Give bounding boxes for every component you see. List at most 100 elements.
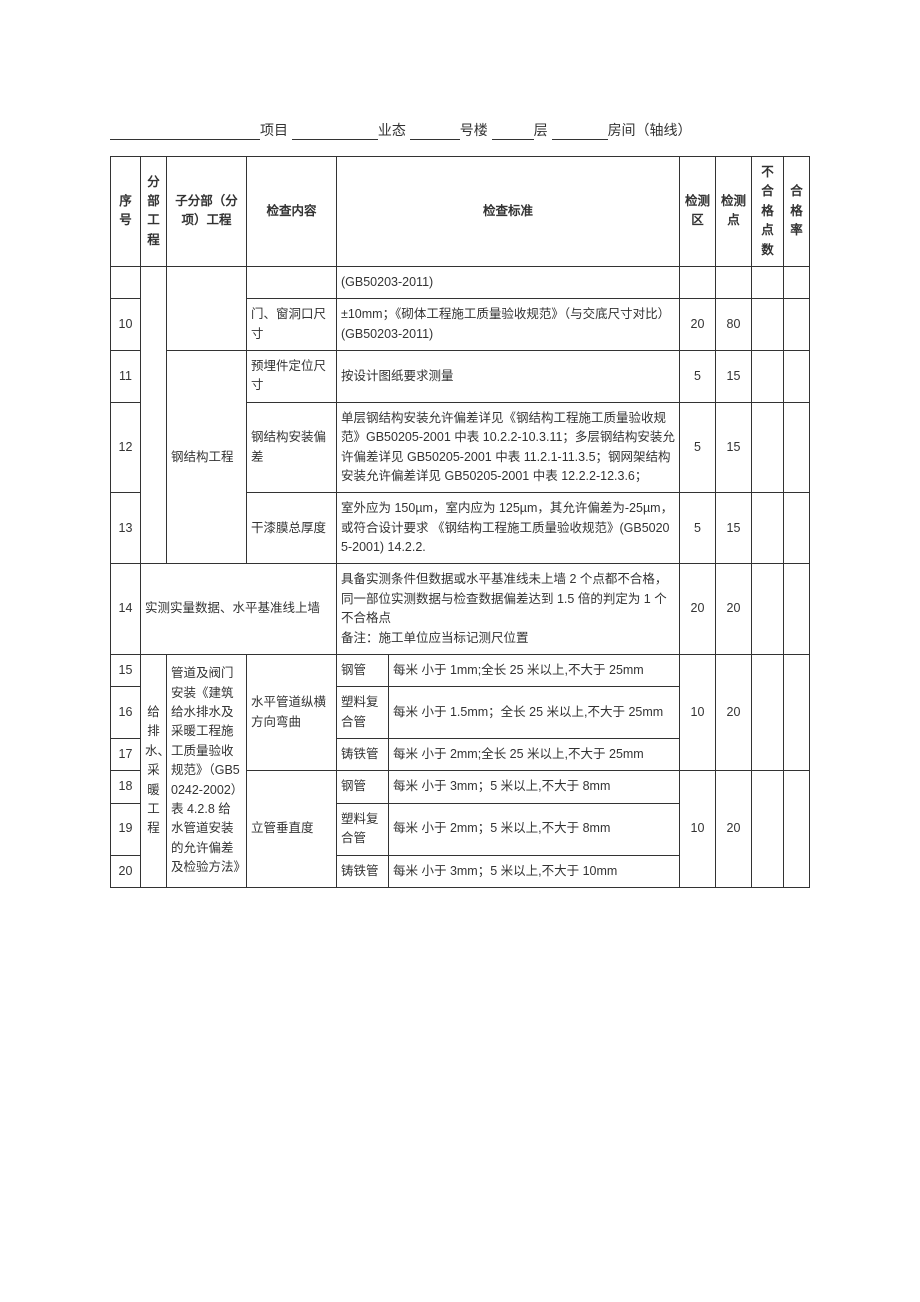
- cell-pass: [784, 299, 810, 351]
- cell-fail: [752, 654, 784, 771]
- cell-stdB: 每米 小于 1.5mm；全长 25 米以上,不大于 25mm: [389, 687, 680, 739]
- cell-pt: 20: [716, 564, 752, 655]
- cell-stdA: 铸铁管: [337, 855, 389, 887]
- cell-stdB: 每米 小于 3mm；5 米以上,不大于 10mm: [389, 855, 680, 887]
- cell-seq: 17: [111, 739, 141, 771]
- table-row: 14 实测实量数据、水平基准线上墙 具备实测条件但数据或水平基准线未上墙 2 个…: [111, 564, 810, 655]
- cell-chk: 钢结构安装偏差: [247, 402, 337, 493]
- cell-pass: [784, 402, 810, 493]
- th-zone: 检测区: [680, 157, 716, 267]
- table-row: 11 钢结构工程 预埋件定位尺寸 按设计图纸要求测量 5 15: [111, 351, 810, 403]
- cell-stdB: 每米 小于 1mm;全长 25 米以上,不大于 25mm: [389, 654, 680, 686]
- cell-seq: 20: [111, 855, 141, 887]
- cell-seq: 13: [111, 493, 141, 564]
- cell-seq: 12: [111, 402, 141, 493]
- th-div: 分部工程: [141, 157, 167, 267]
- th-seq: 序号: [111, 157, 141, 267]
- cell-pass: [784, 351, 810, 403]
- cell-chk: 水平管道纵横方向弯曲: [247, 654, 337, 771]
- cell-fail: [752, 493, 784, 564]
- cell-std: (GB50203-2011): [337, 266, 680, 298]
- blank-project: [110, 123, 260, 140]
- cell-pass: [784, 493, 810, 564]
- label-room: 房间（轴线）: [608, 122, 692, 138]
- cell-pass: [784, 266, 810, 298]
- cell-pt: 20: [716, 654, 752, 771]
- table-header-row: 序号 分部工程 子分部（分项）工程 检查内容 检查标准 检测区 检测点 不合格点…: [111, 157, 810, 267]
- cell-zone: 10: [680, 771, 716, 888]
- cell-zone: 20: [680, 299, 716, 351]
- cell-chk: 干漆膜总厚度: [247, 493, 337, 564]
- th-chk: 检查内容: [247, 157, 337, 267]
- table-row: (GB50203-2011): [111, 266, 810, 298]
- cell-zone: 20: [680, 564, 716, 655]
- cell-std: ±10mm；《砌体工程施工质量验收规范》（与交底尺寸对比）(GB50203-20…: [337, 299, 680, 351]
- cell-zone: [680, 266, 716, 298]
- cell-stdA: 塑料复合管: [337, 803, 389, 855]
- cell-zone: 5: [680, 351, 716, 403]
- cell-pt: 15: [716, 351, 752, 403]
- cell-std: 单层钢结构安装允许偏差详见《钢结构工程施工质量验收规范》GB50205-2001…: [337, 402, 680, 493]
- cell-chk: [247, 266, 337, 298]
- label-project: 项目: [260, 122, 288, 138]
- cell-fail: [752, 299, 784, 351]
- cell-std: 具备实测条件但数据或水平基准线未上墙 2 个点都不合格，同一部位实测数据与检查数…: [337, 564, 680, 655]
- cell-stdB: 每米 小于 2mm;全长 25 米以上,不大于 25mm: [389, 739, 680, 771]
- cell-seq: 18: [111, 771, 141, 803]
- th-std: 检查标准: [337, 157, 680, 267]
- cell-seq: [111, 266, 141, 298]
- cell-sub: [167, 266, 247, 350]
- cell-pt: 15: [716, 402, 752, 493]
- cell-seq: 19: [111, 803, 141, 855]
- cell-std: 按设计图纸要求测量: [337, 351, 680, 403]
- cell-pt: 15: [716, 493, 752, 564]
- cell-zone: 10: [680, 654, 716, 771]
- cell-chk-merged: 实测实量数据、水平基准线上墙: [141, 564, 337, 655]
- blank-building: [410, 123, 460, 140]
- cell-chk: 立管垂直度: [247, 771, 337, 888]
- cell-seq: 11: [111, 351, 141, 403]
- cell-std: 室外应为 150µm，室内应为 125µm，其允许偏差为-25µm，或符合设计要…: [337, 493, 680, 564]
- form-header: 项目 业态 号楼 层 房间（轴线）: [110, 120, 810, 140]
- cell-fail: [752, 402, 784, 493]
- cell-pass: [784, 654, 810, 771]
- th-fail: 不合格点数: [752, 157, 784, 267]
- cell-sub: 钢结构工程: [167, 351, 247, 564]
- th-pass: 合格率: [784, 157, 810, 267]
- cell-stdA: 钢管: [337, 771, 389, 803]
- cell-zone: 5: [680, 402, 716, 493]
- cell-stdA: 塑料复合管: [337, 687, 389, 739]
- cell-pt: 20: [716, 771, 752, 888]
- cell-stdA: 铸铁管: [337, 739, 389, 771]
- cell-div: 给排水、采暖工程: [141, 654, 167, 887]
- cell-zone: 5: [680, 493, 716, 564]
- label-building: 号楼: [460, 122, 488, 138]
- label-floor: 层: [534, 122, 548, 138]
- cell-stdA: 钢管: [337, 654, 389, 686]
- cell-pass: [784, 771, 810, 888]
- blank-yetai: [292, 123, 378, 140]
- th-pt: 检测点: [716, 157, 752, 267]
- cell-seq: 15: [111, 654, 141, 686]
- cell-seq: 10: [111, 299, 141, 351]
- blank-floor: [492, 123, 534, 140]
- cell-fail: [752, 266, 784, 298]
- cell-fail: [752, 564, 784, 655]
- inspection-table: 序号 分部工程 子分部（分项）工程 检查内容 检查标准 检测区 检测点 不合格点…: [110, 156, 810, 888]
- label-yetai: 业态: [378, 122, 406, 138]
- th-sub: 子分部（分项）工程: [167, 157, 247, 267]
- cell-stdB: 每米 小于 3mm；5 米以上,不大于 8mm: [389, 771, 680, 803]
- cell-seq: 16: [111, 687, 141, 739]
- cell-fail: [752, 771, 784, 888]
- cell-seq: 14: [111, 564, 141, 655]
- cell-pt: 80: [716, 299, 752, 351]
- cell-chk: 预埋件定位尺寸: [247, 351, 337, 403]
- blank-room: [552, 123, 608, 140]
- page: 项目 业态 号楼 层 房间（轴线） 序号 分部工程 子分部（分项）工程 检查内容…: [0, 0, 920, 948]
- cell-div: [141, 266, 167, 564]
- cell-pass: [784, 564, 810, 655]
- table-row: 15 给排水、采暖工程 管道及阀门安装《建筑给水排水及采暖工程施工质量验收规范》…: [111, 654, 810, 686]
- cell-fail: [752, 351, 784, 403]
- cell-pt: [716, 266, 752, 298]
- cell-chk: 门、窗洞口尺寸: [247, 299, 337, 351]
